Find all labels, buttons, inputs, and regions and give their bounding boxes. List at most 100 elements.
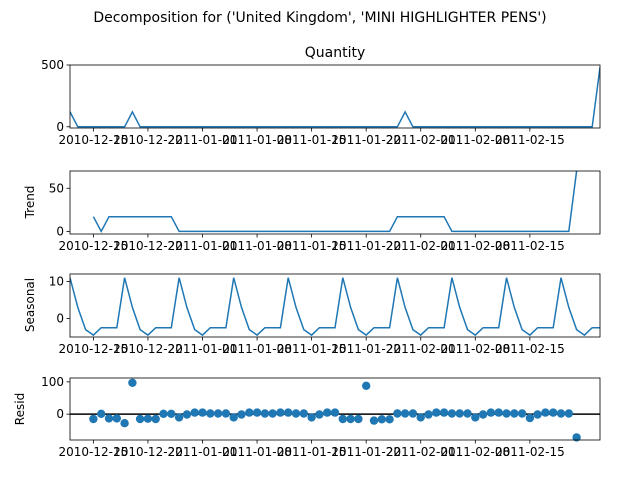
resid-point [478,410,488,419]
resid-xtick-label: 2011-02-01 [386,445,456,459]
quantity-xtick-label: 2010-12-22 [113,133,183,147]
resid-point [432,408,441,417]
resid-point [393,409,402,418]
seasonal-axes-frame [69,273,601,338]
resid-point [120,419,129,428]
resid-point [556,409,566,418]
resid-point [400,409,410,418]
resid-axes-frame [69,377,601,441]
resid-point [237,410,246,419]
seasonal-xtick-label: 2011-01-08 [222,342,292,356]
seasonal-xtick-label: 2011-02-15 [495,342,565,356]
seasonal-panel: Seasonal [23,273,601,338]
trend-ytick-label: 0 [56,224,64,238]
resid-ylabel: Resid [13,393,27,425]
quantity-series-line [70,67,600,128]
trend-plot [92,171,578,234]
resid-point [517,409,527,418]
resid-point [486,408,496,417]
trend-panel: Trend [23,170,601,235]
resid-point [494,408,503,417]
quantity-xtick-label: 2010-12-15 [59,133,129,147]
seasonal-ytick-label: 10 [49,274,64,288]
resid-plot [70,378,600,442]
quantity-ytick-label: 0 [56,120,64,134]
quantity-xtick-label: 2011-02-15 [495,133,565,147]
resid-point [159,409,168,418]
resid-ytick-label: 0 [56,407,64,421]
seasonal-ytick-label: 0 [56,311,64,325]
resid-point [97,409,106,418]
resid-point [229,413,238,422]
trend-xtick-label: 2010-12-15 [59,239,129,253]
quantity-panel-title: Quantity [305,45,366,61]
resid-xtick-label: 2011-01-08 [222,445,292,459]
resid-point [213,409,223,418]
seasonal-xtick-label: 2011-02-08 [440,342,510,356]
quantity-panel [69,64,601,129]
resid-point [284,408,293,417]
resid-point [221,409,231,418]
seasonal-xtick-label: 2011-01-15 [277,342,347,356]
resid-xtick-label: 2011-02-15 [495,445,565,459]
resid-panel: Resid [13,377,601,442]
resid-point [369,416,379,425]
axis-ticks-layer: 05002010-12-152010-12-222011-01-012011-0… [41,58,565,459]
resid-point [502,409,511,418]
resid-point [549,408,558,417]
trend-xtick-label: 2011-02-01 [386,239,456,253]
resid-point [463,409,472,418]
quantity-xtick-label: 2011-01-15 [277,133,347,147]
resid-point [338,414,347,424]
resid-point [408,409,418,418]
resid-xtick-label: 2011-02-08 [440,445,510,459]
resid-point [447,409,457,418]
resid-point [541,408,550,417]
seasonal-xtick-label: 2011-01-01 [168,342,238,356]
quantity-plot [70,67,600,128]
trend-axes-frame [69,170,601,235]
seasonal-xtick-label: 2010-12-22 [113,342,183,356]
resid-point [143,414,153,423]
resid-point [268,409,277,418]
resid-point [167,409,176,418]
resid-point [346,414,355,424]
resid-point [206,409,215,418]
resid-point [174,413,184,422]
resid-point [471,413,480,422]
resid-point [416,413,425,422]
resid-point [533,410,542,419]
resid-point [135,414,145,424]
trend-xtick-label: 2011-02-08 [440,239,510,253]
trend-xtick-label: 2010-12-22 [113,239,183,253]
trend-series-line [92,171,578,234]
resid-point [377,415,386,424]
resid-point [455,409,464,418]
resid-ytick-label: 100 [41,375,64,389]
seasonal-plot [70,277,600,337]
resid-point [330,408,340,417]
quantity-xtick-label: 2011-01-01 [168,133,238,147]
quantity-xtick-label: 2011-01-22 [331,133,401,147]
trend-ytick-label: 50 [49,181,64,195]
resid-point [291,409,301,418]
resid-xtick-label: 2011-01-15 [277,445,347,459]
resid-point [572,433,581,442]
resid-point [190,408,199,417]
seasonal-xtick-label: 2010-12-15 [59,342,129,356]
seasonal-series-line [70,277,600,337]
resid-point [128,378,137,387]
resid-point [260,409,270,418]
resid-xtick-label: 2010-12-22 [113,445,183,459]
resid-point [299,409,308,418]
resid-point [362,381,371,390]
figure-suptitle: Decomposition for ('United Kingdom', 'MI… [93,10,546,26]
resid-point [354,414,363,424]
resid-point [315,410,324,419]
resid-point [198,408,207,417]
seasonal-xtick-label: 2011-01-22 [331,342,401,356]
resid-point [525,413,535,423]
quantity-axes-frame [69,64,601,129]
resid-xtick-label: 2011-01-22 [331,445,401,459]
